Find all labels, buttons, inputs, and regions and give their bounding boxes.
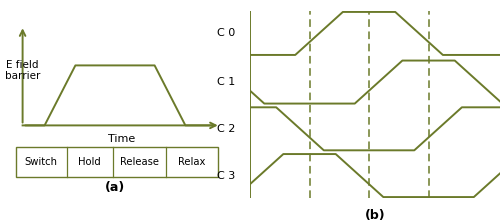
Text: Hold: Hold (78, 157, 101, 167)
Text: Relax: Relax (178, 157, 206, 167)
Text: (a): (a) (105, 182, 125, 194)
Text: (b): (b) (364, 209, 386, 220)
Bar (16, 147, 218, 177)
Text: Time: Time (108, 134, 135, 144)
Text: C 1: C 1 (217, 77, 235, 87)
Text: C 2: C 2 (216, 124, 235, 134)
Text: C 0: C 0 (217, 28, 235, 38)
Text: E field
barrier: E field barrier (5, 60, 41, 81)
Text: C 3: C 3 (217, 170, 235, 181)
Text: Release: Release (120, 157, 158, 167)
Text: Switch: Switch (25, 157, 58, 167)
